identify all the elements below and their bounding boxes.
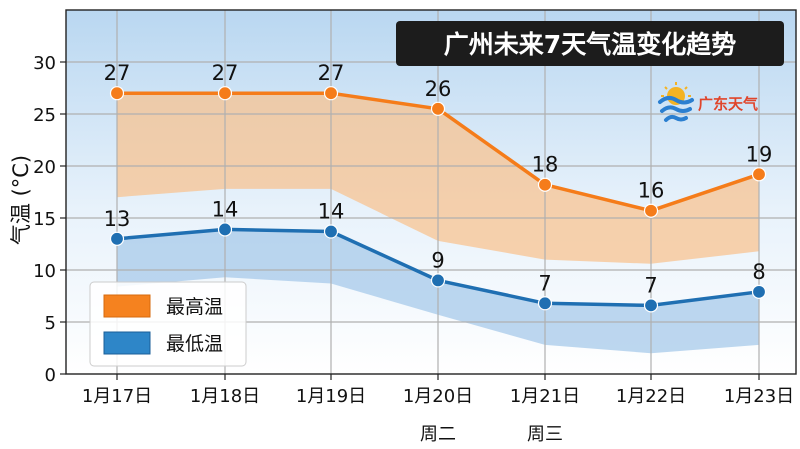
point-min-1 xyxy=(217,222,233,237)
x-tick-label-1: 1月18日 xyxy=(190,386,260,407)
chart-title: 广州未来7天气温变化趋势 xyxy=(444,30,736,59)
data-label-max-4: 18 xyxy=(532,153,559,177)
legend-item-min: 最低温 xyxy=(103,331,223,355)
point-min-3 xyxy=(430,273,446,288)
point-max-4 xyxy=(537,177,553,192)
point-min-5 xyxy=(643,298,659,313)
y-axis-label: 气温 (°C) xyxy=(9,155,33,245)
data-label-max-2: 27 xyxy=(318,61,345,85)
data-label-max-5: 16 xyxy=(638,179,665,203)
legend-label-min: 最低温 xyxy=(166,333,223,355)
legend: 最高温 最低温 xyxy=(89,281,247,367)
point-min-6 xyxy=(751,284,767,299)
point-max-0 xyxy=(109,86,125,101)
data-label-min-5: 7 xyxy=(644,273,657,297)
legend-swatch-min xyxy=(103,331,151,355)
data-label-max-1: 27 xyxy=(212,61,239,85)
data-label-min-4: 7 xyxy=(538,271,551,295)
x-tick-label-6: 1月23日 xyxy=(724,386,794,407)
x-tick-label-3: 1月20日 xyxy=(403,386,473,407)
legend-swatch-max xyxy=(103,294,151,318)
y-tick-label-5: 5 xyxy=(45,313,56,334)
x-tick-label-2: 1月19日 xyxy=(296,386,366,407)
data-label-min-3: 9 xyxy=(431,248,444,272)
logo-text: 广东天气 xyxy=(698,95,758,113)
point-max-1 xyxy=(217,86,233,101)
label-layer: 27 27 27 26 18 16 19 13 14 14 9 7 7 8 xyxy=(104,61,773,297)
point-max-6 xyxy=(751,167,767,182)
y-tick-label-25: 25 xyxy=(33,105,56,126)
guangdong-weather-logo: 广东天气 xyxy=(658,82,758,122)
point-max-5 xyxy=(643,203,659,218)
point-min-0 xyxy=(109,231,125,246)
data-label-max-6: 19 xyxy=(746,142,773,166)
point-min-2 xyxy=(323,224,339,239)
x-tick-label-5: 1月22日 xyxy=(616,386,686,407)
x-tick-label-0: 1月17日 xyxy=(82,386,152,407)
data-label-min-2: 14 xyxy=(318,200,345,224)
y-tick-label-0: 0 xyxy=(45,365,56,386)
y-tick-label-30: 30 xyxy=(33,53,56,74)
data-label-max-3: 26 xyxy=(425,77,452,101)
y-tick-label-20: 20 xyxy=(33,157,56,178)
x-sub-label-4: 周三 xyxy=(527,424,563,445)
line-layer xyxy=(109,86,767,313)
sun-swirl-weather-icon xyxy=(658,82,694,122)
point-min-4 xyxy=(537,296,553,311)
data-label-min-6: 8 xyxy=(752,260,765,284)
point-max-3 xyxy=(430,101,446,116)
y-tick-label-10: 10 xyxy=(33,261,56,282)
point-max-2 xyxy=(323,86,339,101)
x-sub-label-3: 周二 xyxy=(420,424,456,445)
data-label-min-1: 14 xyxy=(212,197,239,221)
chart-title-box: 广州未来7天气温变化趋势 xyxy=(396,21,784,66)
x-tick-label-4: 1月21日 xyxy=(510,386,580,407)
data-label-min-0: 13 xyxy=(104,207,131,231)
plot-frame xyxy=(65,9,797,375)
data-label-max-0: 27 xyxy=(104,61,131,85)
y-tick-label-15: 15 xyxy=(33,209,56,230)
legend-item-max: 最高温 xyxy=(103,294,223,318)
legend-label-max: 最高温 xyxy=(166,296,223,318)
